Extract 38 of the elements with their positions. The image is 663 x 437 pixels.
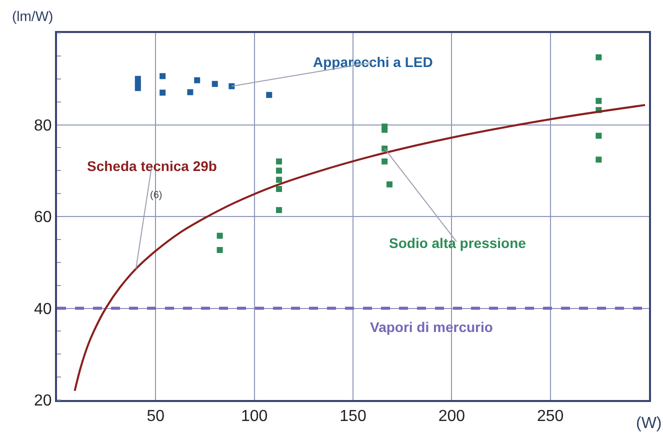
line-series	[74, 104, 646, 392]
point	[160, 90, 166, 96]
y-tick-label: 20	[34, 392, 52, 410]
point	[216, 232, 223, 239]
point	[187, 89, 194, 96]
point	[134, 85, 141, 92]
point	[382, 126, 388, 133]
point	[276, 207, 282, 214]
point	[596, 98, 602, 104]
point	[382, 158, 388, 164]
point	[160, 73, 166, 80]
point	[228, 83, 235, 90]
y-axis-title: (lm/W)	[12, 8, 54, 24]
x-tick-label: 250	[536, 408, 564, 426]
point	[386, 181, 393, 188]
point	[382, 146, 388, 152]
x-tick-label: 100	[240, 408, 268, 426]
point	[212, 80, 218, 87]
x-axis-title: (W)	[636, 415, 662, 432]
y-tick-label: 40	[34, 300, 52, 318]
text: Apparecchi a LED	[313, 54, 433, 70]
x-tick-label: 150	[340, 408, 366, 426]
point	[596, 54, 602, 60]
y-tick-label: 80	[34, 117, 52, 134]
text: Scheda tecnica 29b	[87, 158, 217, 174]
y-tick-label: 60	[34, 209, 52, 226]
point	[216, 246, 223, 253]
point	[276, 158, 282, 164]
point	[266, 92, 272, 98]
point	[596, 156, 602, 163]
point	[276, 168, 282, 174]
x-tick-label: 200	[438, 408, 466, 426]
point	[276, 186, 282, 192]
point	[276, 176, 282, 183]
point	[194, 77, 200, 84]
point	[596, 132, 602, 139]
x-tick-label: 50	[146, 408, 165, 426]
text: Sodio alta pressione	[389, 235, 526, 251]
